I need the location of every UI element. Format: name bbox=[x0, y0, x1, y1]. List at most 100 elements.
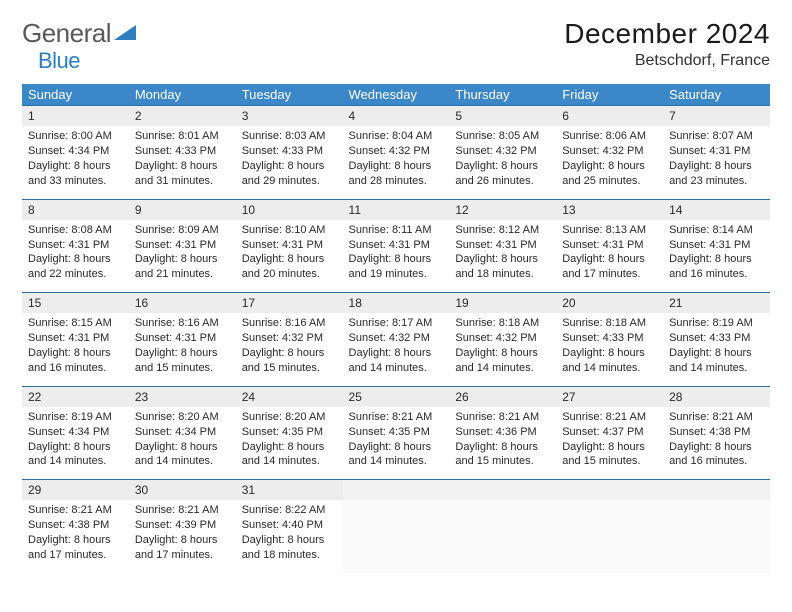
weekday-header: Friday bbox=[556, 84, 663, 106]
logo-triangle-icon bbox=[114, 18, 136, 49]
calendar-body: 1234567Sunrise: 8:00 AMSunset: 4:34 PMDa… bbox=[22, 106, 770, 573]
daylight-text: and 14 minutes. bbox=[669, 361, 764, 376]
sunrise-text: Sunrise: 8:11 AM bbox=[349, 223, 444, 238]
sunrise-text: Sunrise: 8:06 AM bbox=[562, 129, 657, 144]
sunrise-text: Sunrise: 8:22 AM bbox=[242, 503, 337, 518]
day-number-cell: 14 bbox=[663, 199, 770, 220]
daylight-text: Daylight: 8 hours bbox=[242, 440, 337, 455]
sunset-text: Sunset: 4:32 PM bbox=[242, 331, 337, 346]
day-number-cell: 17 bbox=[236, 293, 343, 314]
sunset-text: Sunset: 4:32 PM bbox=[349, 331, 444, 346]
daylight-text: Daylight: 8 hours bbox=[242, 159, 337, 174]
sunrise-text: Sunrise: 8:05 AM bbox=[455, 129, 550, 144]
day-info-cell: Sunrise: 8:04 AMSunset: 4:32 PMDaylight:… bbox=[343, 126, 450, 199]
daylight-text: and 15 minutes. bbox=[135, 361, 230, 376]
sunset-text: Sunset: 4:37 PM bbox=[562, 425, 657, 440]
sunset-text: Sunset: 4:33 PM bbox=[669, 331, 764, 346]
day-info-cell: Sunrise: 8:21 AMSunset: 4:35 PMDaylight:… bbox=[343, 407, 450, 480]
day-number-cell: 24 bbox=[236, 386, 343, 407]
daylight-text: Daylight: 8 hours bbox=[28, 252, 123, 267]
sunrise-text: Sunrise: 8:21 AM bbox=[28, 503, 123, 518]
day-info-cell: Sunrise: 8:17 AMSunset: 4:32 PMDaylight:… bbox=[343, 313, 450, 386]
day-info-cell: Sunrise: 8:00 AMSunset: 4:34 PMDaylight:… bbox=[22, 126, 129, 199]
sunrise-text: Sunrise: 8:09 AM bbox=[135, 223, 230, 238]
sunset-text: Sunset: 4:36 PM bbox=[455, 425, 550, 440]
day-info-cell: Sunrise: 8:06 AMSunset: 4:32 PMDaylight:… bbox=[556, 126, 663, 199]
day-info-cell: Sunrise: 8:03 AMSunset: 4:33 PMDaylight:… bbox=[236, 126, 343, 199]
daylight-text: Daylight: 8 hours bbox=[28, 440, 123, 455]
sunset-text: Sunset: 4:33 PM bbox=[135, 144, 230, 159]
sunrise-text: Sunrise: 8:04 AM bbox=[349, 129, 444, 144]
daylight-text: Daylight: 8 hours bbox=[135, 440, 230, 455]
sunrise-text: Sunrise: 8:07 AM bbox=[669, 129, 764, 144]
sunset-text: Sunset: 4:31 PM bbox=[669, 144, 764, 159]
sunrise-text: Sunrise: 8:14 AM bbox=[669, 223, 764, 238]
sunset-text: Sunset: 4:31 PM bbox=[28, 331, 123, 346]
day-info-cell: Sunrise: 8:11 AMSunset: 4:31 PMDaylight:… bbox=[343, 220, 450, 293]
day-number-cell bbox=[449, 480, 556, 501]
sunset-text: Sunset: 4:32 PM bbox=[349, 144, 444, 159]
location: Betschdorf, France bbox=[564, 52, 770, 70]
day-number-cell: 12 bbox=[449, 199, 556, 220]
day-info-cell: Sunrise: 8:07 AMSunset: 4:31 PMDaylight:… bbox=[663, 126, 770, 199]
day-info-cell: Sunrise: 8:10 AMSunset: 4:31 PMDaylight:… bbox=[236, 220, 343, 293]
daylight-text: Daylight: 8 hours bbox=[28, 533, 123, 548]
daylight-text: and 17 minutes. bbox=[135, 548, 230, 563]
day-number-cell: 19 bbox=[449, 293, 556, 314]
day-number-cell: 9 bbox=[129, 199, 236, 220]
day-info-cell: Sunrise: 8:21 AMSunset: 4:36 PMDaylight:… bbox=[449, 407, 556, 480]
sunset-text: Sunset: 4:31 PM bbox=[455, 238, 550, 253]
daylight-text: Daylight: 8 hours bbox=[28, 159, 123, 174]
sunrise-text: Sunrise: 8:12 AM bbox=[455, 223, 550, 238]
day-info-cell: Sunrise: 8:20 AMSunset: 4:35 PMDaylight:… bbox=[236, 407, 343, 480]
sunset-text: Sunset: 4:31 PM bbox=[349, 238, 444, 253]
day-number-cell: 6 bbox=[556, 106, 663, 127]
daylight-text: Daylight: 8 hours bbox=[242, 346, 337, 361]
title-block: December 2024 Betschdorf, France bbox=[564, 18, 770, 70]
sunrise-text: Sunrise: 8:21 AM bbox=[135, 503, 230, 518]
sunset-text: Sunset: 4:34 PM bbox=[28, 425, 123, 440]
day-info-cell: Sunrise: 8:21 AMSunset: 4:38 PMDaylight:… bbox=[663, 407, 770, 480]
daylight-text: Daylight: 8 hours bbox=[242, 533, 337, 548]
weekday-header: Saturday bbox=[663, 84, 770, 106]
sunset-text: Sunset: 4:39 PM bbox=[135, 518, 230, 533]
day-number-cell: 3 bbox=[236, 106, 343, 127]
daylight-text: Daylight: 8 hours bbox=[135, 346, 230, 361]
daylight-text: and 14 minutes. bbox=[349, 454, 444, 469]
month-title: December 2024 bbox=[564, 18, 770, 50]
weekday-header: Sunday bbox=[22, 84, 129, 106]
day-number-cell: 1 bbox=[22, 106, 129, 127]
daylight-text: and 28 minutes. bbox=[349, 174, 444, 189]
daylight-text: and 16 minutes. bbox=[28, 361, 123, 376]
day-info-cell: Sunrise: 8:21 AMSunset: 4:38 PMDaylight:… bbox=[22, 500, 129, 572]
daylight-text: Daylight: 8 hours bbox=[562, 346, 657, 361]
daylight-text: Daylight: 8 hours bbox=[455, 440, 550, 455]
day-info-cell: Sunrise: 8:19 AMSunset: 4:34 PMDaylight:… bbox=[22, 407, 129, 480]
sunrise-text: Sunrise: 8:10 AM bbox=[242, 223, 337, 238]
logo: General bbox=[22, 18, 136, 49]
daylight-text: and 21 minutes. bbox=[135, 267, 230, 282]
day-number-cell: 23 bbox=[129, 386, 236, 407]
logo-text-2: Blue bbox=[38, 48, 80, 74]
day-number-cell: 8 bbox=[22, 199, 129, 220]
sunrise-text: Sunrise: 8:08 AM bbox=[28, 223, 123, 238]
day-info-cell: Sunrise: 8:19 AMSunset: 4:33 PMDaylight:… bbox=[663, 313, 770, 386]
daylight-text: Daylight: 8 hours bbox=[349, 252, 444, 267]
sunrise-text: Sunrise: 8:13 AM bbox=[562, 223, 657, 238]
logo-text-1: General bbox=[22, 18, 111, 49]
sunset-text: Sunset: 4:31 PM bbox=[562, 238, 657, 253]
day-info-cell: Sunrise: 8:14 AMSunset: 4:31 PMDaylight:… bbox=[663, 220, 770, 293]
daylight-text: and 18 minutes. bbox=[455, 267, 550, 282]
sunset-text: Sunset: 4:35 PM bbox=[349, 425, 444, 440]
day-number-cell: 30 bbox=[129, 480, 236, 501]
day-number-cell: 20 bbox=[556, 293, 663, 314]
day-number-cell: 26 bbox=[449, 386, 556, 407]
daylight-text: Daylight: 8 hours bbox=[242, 252, 337, 267]
day-info-cell bbox=[663, 500, 770, 572]
daylight-text: and 14 minutes. bbox=[28, 454, 123, 469]
sunrise-text: Sunrise: 8:20 AM bbox=[242, 410, 337, 425]
daylight-text: and 16 minutes. bbox=[669, 267, 764, 282]
sunset-text: Sunset: 4:33 PM bbox=[242, 144, 337, 159]
sunrise-text: Sunrise: 8:01 AM bbox=[135, 129, 230, 144]
sunrise-text: Sunrise: 8:21 AM bbox=[455, 410, 550, 425]
